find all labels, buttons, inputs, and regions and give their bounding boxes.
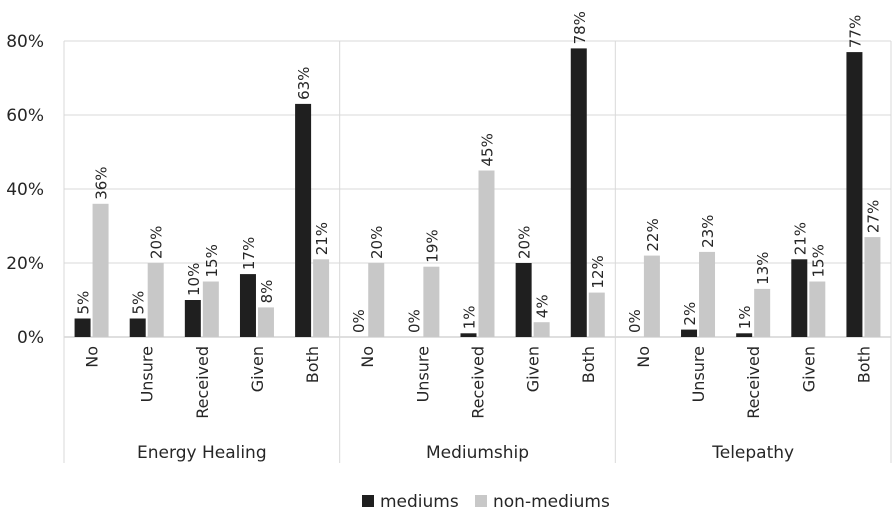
category-label: Unsure — [413, 346, 432, 402]
bar-non-mediums — [93, 204, 109, 337]
category-label: No — [358, 346, 377, 368]
group-label: Energy Healing — [137, 443, 267, 463]
data-label: 10% — [185, 263, 203, 296]
y-tick-label: 20% — [6, 254, 44, 274]
category-label: No — [83, 346, 102, 368]
data-label: 21% — [313, 222, 331, 255]
bar-non-mediums — [203, 282, 219, 338]
legend-label: mediums — [380, 492, 459, 512]
data-label: 22% — [644, 218, 662, 251]
bar-mediums — [736, 333, 752, 337]
bar-non-mediums — [644, 256, 660, 337]
category-label: Both — [303, 346, 322, 383]
group-label: Telepathy — [711, 443, 794, 463]
bar-mediums — [240, 274, 256, 337]
bar-non-mediums — [423, 267, 439, 337]
data-label: 20% — [516, 226, 534, 259]
category-label: Given — [524, 346, 543, 392]
bar-mediums — [791, 259, 807, 337]
data-label: 20% — [368, 226, 386, 259]
data-label: 63% — [295, 67, 313, 100]
bar-non-mediums — [479, 171, 495, 338]
data-label: 1% — [461, 306, 479, 330]
bar-non-mediums — [699, 252, 715, 337]
bar-non-mediums — [148, 263, 164, 337]
data-label: 19% — [423, 229, 441, 262]
category-label: Received — [744, 346, 763, 419]
data-label: 5% — [130, 291, 148, 315]
bar-mediums — [516, 263, 532, 337]
data-label: 77% — [846, 15, 864, 48]
bar-mediums — [130, 319, 146, 338]
bar-non-mediums — [809, 282, 825, 338]
data-label: 17% — [240, 237, 258, 270]
bar-non-mediums — [368, 263, 384, 337]
y-tick-label: 0% — [17, 328, 44, 348]
data-label: 4% — [534, 294, 552, 318]
category-label: Received — [193, 346, 212, 419]
legend-swatch — [475, 495, 487, 507]
category-label: Both — [579, 346, 598, 383]
data-label: 1% — [736, 306, 754, 330]
category-label: Unsure — [138, 346, 157, 402]
data-label: 13% — [754, 252, 772, 285]
data-label: 27% — [864, 200, 882, 233]
data-label: 12% — [589, 255, 607, 288]
category-label: No — [634, 346, 653, 368]
bar-non-mediums — [313, 259, 329, 337]
data-label: 2% — [681, 302, 699, 326]
bar-mediums — [846, 52, 862, 337]
data-label: 8% — [258, 280, 276, 304]
bar-non-mediums — [534, 322, 550, 337]
data-label: 36% — [93, 166, 111, 199]
category-label: Both — [854, 346, 873, 383]
bar-mediums — [75, 319, 91, 338]
y-tick-label: 60% — [6, 106, 44, 126]
data-label: 0% — [350, 309, 368, 333]
legend-swatch — [362, 495, 374, 507]
data-label: 45% — [479, 133, 497, 166]
bar-mediums — [681, 330, 697, 337]
data-label: 20% — [148, 226, 166, 259]
legend-label: non-mediums — [493, 492, 610, 512]
bar-non-mediums — [589, 293, 605, 337]
data-label: 78% — [571, 11, 589, 44]
data-label: 0% — [405, 309, 423, 333]
data-label: 15% — [203, 244, 221, 277]
category-label: Received — [469, 346, 488, 419]
category-label: Unsure — [689, 346, 708, 402]
y-tick-label: 80% — [6, 32, 44, 52]
data-label: 0% — [626, 309, 644, 333]
data-label: 23% — [699, 215, 717, 248]
data-label: 15% — [809, 244, 827, 277]
data-label: 21% — [791, 222, 809, 255]
group-label: Mediumship — [426, 443, 529, 463]
data-label: 5% — [75, 291, 93, 315]
bar-mediums — [571, 48, 587, 337]
y-tick-label: 40% — [6, 180, 44, 200]
category-label: Given — [799, 346, 818, 392]
bar-non-mediums — [754, 289, 770, 337]
category-label: Given — [248, 346, 267, 392]
bar-non-mediums — [864, 237, 880, 337]
bar-mediums — [461, 333, 477, 337]
bar-non-mediums — [258, 307, 274, 337]
bar-mediums — [185, 300, 201, 337]
bar-mediums — [295, 104, 311, 337]
